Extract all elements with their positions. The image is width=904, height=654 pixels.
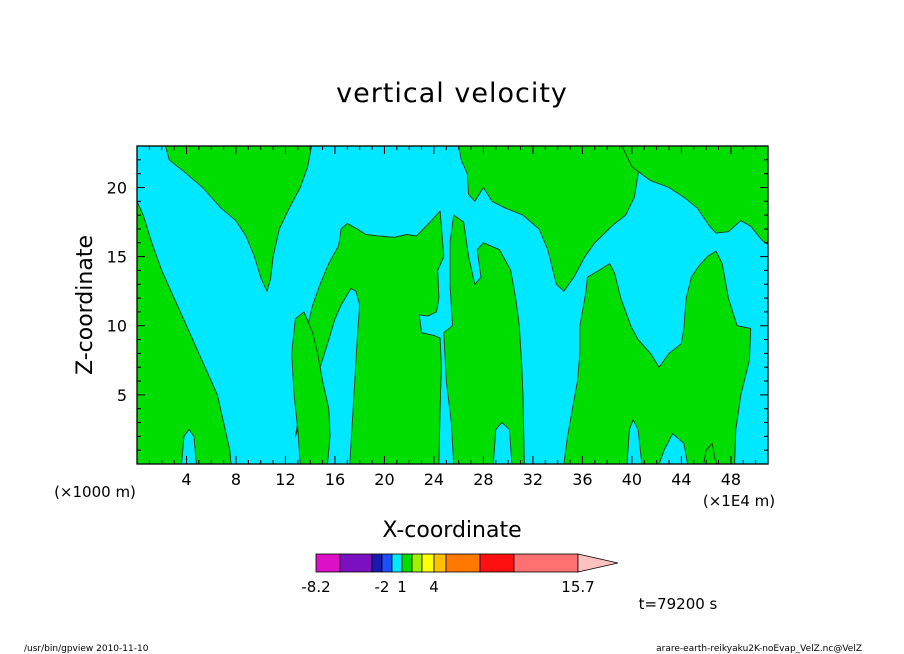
y-tick-label: 15 <box>107 248 127 267</box>
x-tick-label: 12 <box>275 470 295 489</box>
time-label: t=79200 s <box>639 595 718 613</box>
x-tick-label: 20 <box>374 470 394 489</box>
plot-frame <box>136 145 769 465</box>
x-tick-label: 44 <box>671 470 691 489</box>
y-tick-label: 10 <box>107 317 127 336</box>
footer-command: /usr/bin/gpview 2010-11-10 <box>24 644 149 654</box>
positive-velocity-regions <box>136 145 769 465</box>
colorbar-extension-arrow <box>577 553 619 573</box>
colorbar-segment <box>339 553 373 573</box>
velocity-region-0 <box>136 200 232 465</box>
y-tick-label: 5 <box>117 386 127 405</box>
velocity-region-2 <box>294 210 445 465</box>
chart-title: vertical velocity <box>336 78 568 109</box>
x-tick-label: 36 <box>572 470 592 489</box>
colorbar-segment <box>479 553 515 573</box>
colorbar-segment <box>315 553 341 573</box>
x-tick-label: 40 <box>622 470 642 489</box>
colorbar-segment <box>411 553 423 573</box>
colorbar-segment <box>401 553 413 573</box>
colorbar-segment <box>371 553 383 573</box>
velocity-region-1 <box>165 145 312 292</box>
colorbar-label: -2 <box>375 578 390 596</box>
x-tick-labels: 4 8 12 16 20 24 28 32 36 40 44 48 <box>181 470 741 489</box>
y-tick-label: 20 <box>107 178 127 197</box>
x-offset-label: (×1E4 m) <box>703 492 775 510</box>
colorbar-segment <box>445 553 481 573</box>
x-scale-label: (×1000 m) <box>54 483 136 501</box>
colorbar-label: 15.7 <box>561 578 594 596</box>
y-tick-labels: 5 10 15 20 <box>107 178 127 404</box>
x-tick-label: 16 <box>325 470 345 489</box>
footer-filename: arare-earth-reikyaku2K-noEvap_VelZ.nc@Ve… <box>656 644 862 654</box>
axis-ticks <box>137 146 768 464</box>
velocity-region-4 <box>443 214 525 465</box>
x-tick-label: 48 <box>721 470 741 489</box>
colorbar-label: 1 <box>397 578 407 596</box>
colorbar-segment <box>433 553 447 573</box>
x-axis-label: X-coordinate <box>382 518 521 543</box>
colorbar-label: 4 <box>429 578 439 596</box>
x-tick-label: 4 <box>181 470 191 489</box>
colorbar-labels: -8.2 -2 1 4 15.7 <box>301 578 594 596</box>
x-tick-label: 28 <box>473 470 493 489</box>
plot-area <box>136 145 769 465</box>
colorbar-segment <box>421 553 435 573</box>
colorbar-label: -8.2 <box>301 578 330 596</box>
x-tick-label: 24 <box>424 470 444 489</box>
x-tick-label: 8 <box>231 470 241 489</box>
colorbar-segment <box>513 553 579 573</box>
y-axis-label: Z-coordinate <box>73 235 98 375</box>
velocity-region-5 <box>458 145 639 292</box>
colorbar-segment <box>381 553 393 573</box>
velocity-region-3 <box>291 311 331 465</box>
colorbar <box>315 553 619 573</box>
colorbar-segment <box>391 553 403 573</box>
velocity-region-6 <box>563 250 752 465</box>
x-tick-label: 32 <box>523 470 543 489</box>
